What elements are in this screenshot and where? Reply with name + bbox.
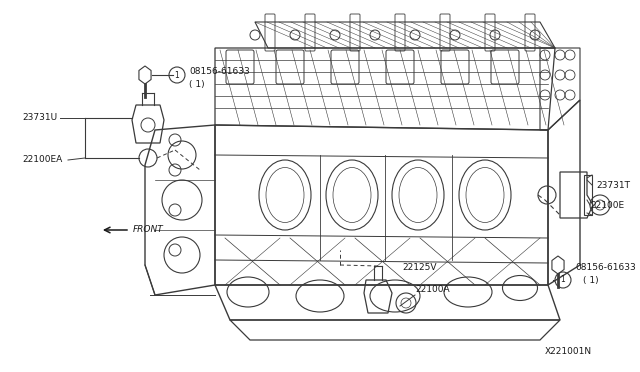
Text: X221001N: X221001N	[545, 347, 592, 356]
Text: FRONT: FRONT	[133, 225, 164, 234]
Text: ( 1): ( 1)	[583, 276, 598, 285]
Text: 1: 1	[175, 71, 179, 80]
Text: ( 1): ( 1)	[189, 80, 205, 89]
Text: 22100A: 22100A	[415, 285, 450, 295]
Text: 23731T: 23731T	[596, 180, 630, 189]
Text: 1: 1	[561, 276, 565, 285]
Text: 22100EA: 22100EA	[22, 155, 62, 164]
Text: 23731U: 23731U	[22, 113, 57, 122]
Text: 08156-61633: 08156-61633	[189, 67, 250, 77]
Text: 22125V: 22125V	[402, 263, 436, 273]
Text: 08156-61633: 08156-61633	[575, 263, 636, 273]
Text: 22100E: 22100E	[590, 201, 624, 209]
